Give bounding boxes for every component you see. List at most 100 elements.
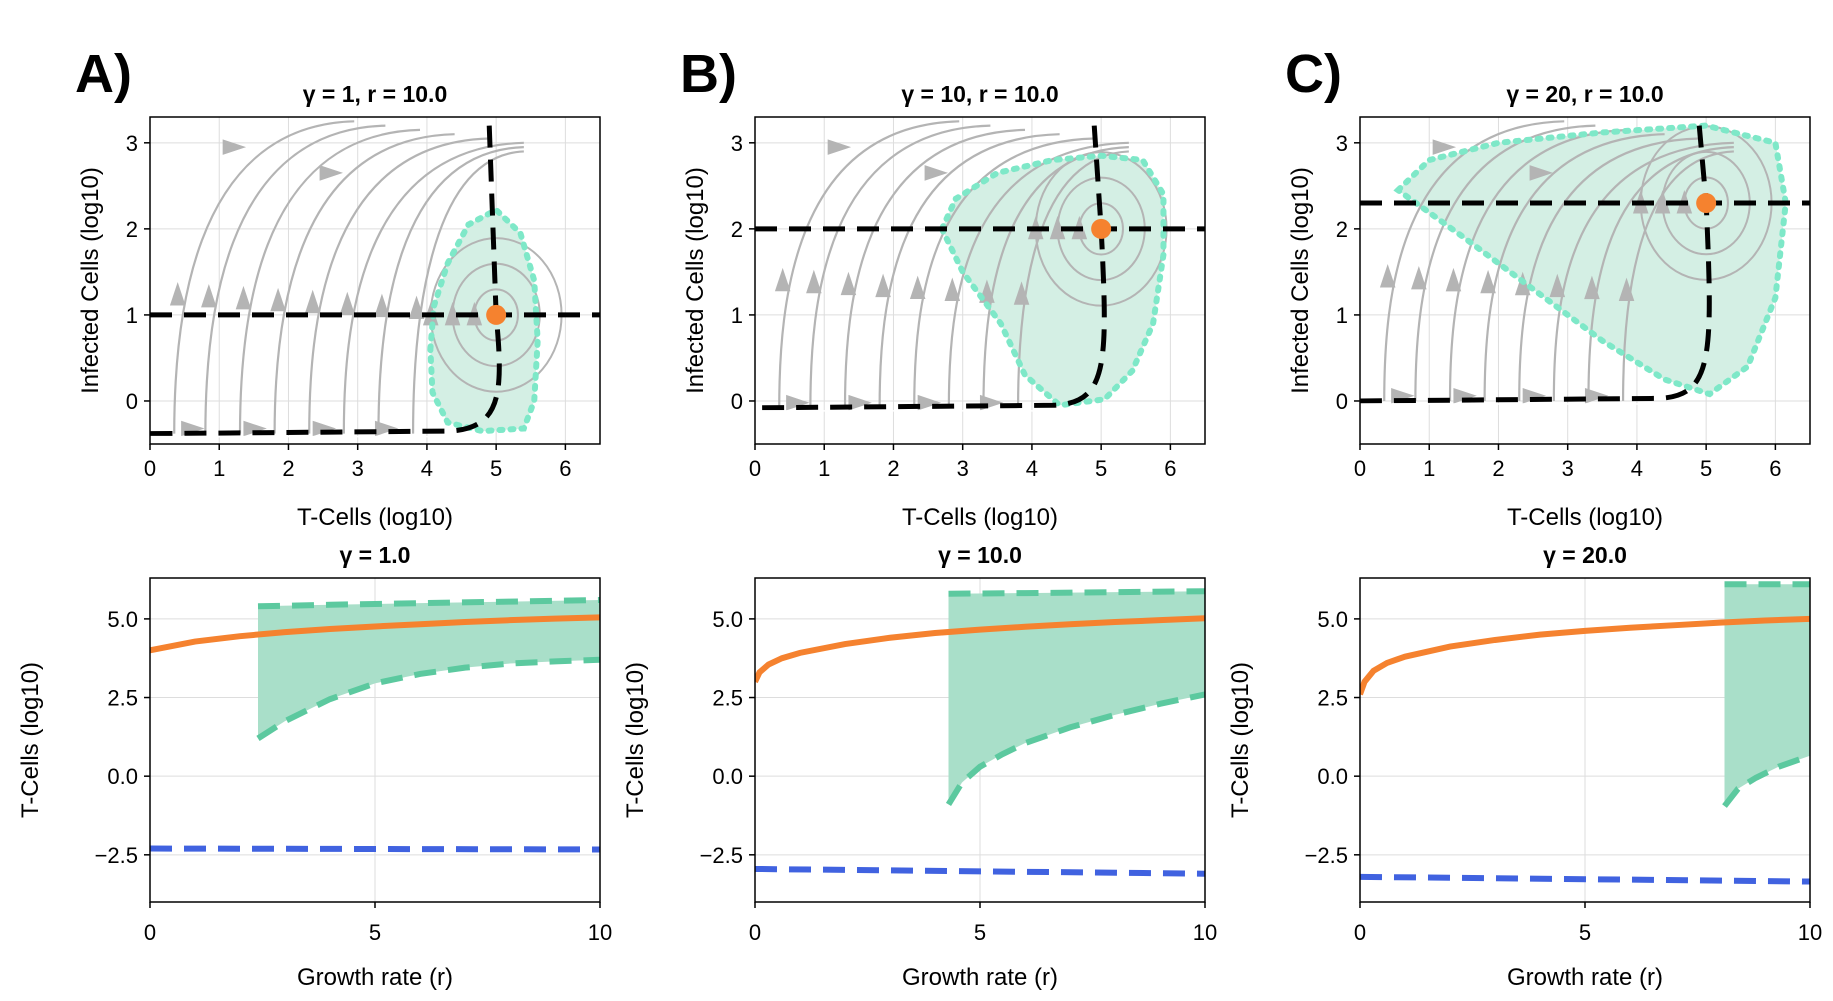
- x-tick-label: 0: [749, 920, 761, 945]
- phase-plot-area: [150, 120, 600, 438]
- stream-arrow: [840, 271, 857, 296]
- streamline: [1448, 128, 1631, 401]
- streamline: [1483, 133, 1665, 401]
- stream-arrow: [444, 301, 461, 326]
- y-axis-label: T-Cells (log10): [1227, 662, 1254, 818]
- stream-arrow: [319, 165, 343, 181]
- y-axis-label: Infected Cells (log10): [1287, 167, 1314, 394]
- band-upper-edge: [257, 597, 600, 610]
- y-tick-label: 3: [731, 131, 743, 156]
- x-tick-label: 4: [421, 456, 433, 481]
- stream-arrow: [1529, 165, 1553, 181]
- x-tick-label: 1: [818, 456, 830, 481]
- x-tick-label: 3: [1562, 456, 1574, 481]
- phase-panel-0: A) γ = 1, r = 10.0 0 1 2 3 4 5 6 0 1 2 3 T-Cells (log…: [75, 44, 601, 531]
- y-tick-label: 0.0: [712, 764, 743, 789]
- y-tick-label: 1: [126, 303, 138, 328]
- x-axis-label: T-Cells (log10): [902, 504, 1058, 531]
- stream-arrow: [270, 287, 286, 312]
- x-tick-label: 1: [1423, 456, 1435, 481]
- stream-arrow: [944, 277, 961, 301]
- y-tick-label: 0: [1336, 389, 1348, 414]
- y-axis-label: T-Cells (log10): [622, 662, 649, 818]
- streamline: [238, 128, 421, 434]
- y-tick-label: 0: [126, 389, 138, 414]
- plot-frame: [754, 116, 1206, 445]
- bifurcation-panel-1: γ = 10.0 0 5 10 5.0 2.5 0.0 −2.5 Growth rate (r)…: [622, 542, 1217, 991]
- streamline: [1518, 137, 1700, 401]
- band-lower-edge: [945, 691, 1205, 807]
- y-tick-label: 1: [1336, 303, 1348, 328]
- x-tick-label: 1: [213, 456, 225, 481]
- band-lower-edge: [256, 656, 600, 741]
- equilibrium-point: [1696, 193, 1717, 214]
- x-tick-label: 5: [1700, 456, 1712, 481]
- x-tick-label: 10: [1798, 920, 1822, 945]
- x-tick-label: 2: [282, 456, 294, 481]
- y-tick-label: 3: [1336, 131, 1348, 156]
- y-tick-label: 5.0: [107, 607, 138, 632]
- stream-arrow: [786, 394, 810, 411]
- x-axis-label: T-Cells (log10): [1507, 504, 1663, 531]
- x-tick-label: 3: [957, 456, 969, 481]
- y-tick-label: 2.5: [712, 686, 743, 711]
- nullcline-curved: [1360, 125, 1712, 404]
- stream-arrow: [806, 269, 822, 294]
- nullcline-curved: [150, 125, 502, 437]
- phase-title: γ = 20, r = 10.0: [1506, 81, 1663, 107]
- stream-arrow: [243, 420, 267, 437]
- equilibrium-line: [755, 615, 1205, 684]
- x-tick-label: 0: [144, 456, 156, 481]
- y-tick-label: 2: [1336, 217, 1348, 242]
- streamline: [308, 137, 490, 434]
- x-tick-label: 4: [1631, 456, 1643, 481]
- x-tick-label: 0: [144, 920, 156, 945]
- stream-arrow: [909, 275, 926, 300]
- streamline: [204, 124, 386, 434]
- x-axis-label: Growth rate (r): [1507, 964, 1663, 991]
- plot-frame: [149, 116, 601, 445]
- streamline: [1414, 124, 1596, 401]
- stream-arrow: [201, 283, 217, 308]
- equilibrium-line: [150, 614, 600, 654]
- stream-arrow: [774, 267, 791, 292]
- x-tick-label: 5: [369, 920, 381, 945]
- bifurcation-title: γ = 20.0: [1543, 542, 1627, 568]
- streamline: [947, 141, 1129, 408]
- phase-plot-area: [755, 120, 1205, 412]
- equilibrium-point: [486, 304, 507, 325]
- phase-panel-1: B) γ = 10, r = 10.0 0 1 2 3 4 5 6 0 1 2 3 T-Cells (lo…: [680, 44, 1206, 531]
- basin-border: [1393, 122, 1789, 398]
- bifurcation-plot-area: [755, 588, 1205, 877]
- stream-arrow: [1432, 139, 1457, 155]
- basin-border: [427, 206, 541, 435]
- y-tick-label: −2.5: [1305, 843, 1348, 868]
- x-tick-label: 10: [588, 920, 612, 945]
- x-tick-label: 2: [887, 456, 899, 481]
- y-tick-label: 0.0: [1317, 764, 1348, 789]
- y-axis-label: Infected Cells (log10): [77, 167, 104, 394]
- stream-arrow: [848, 394, 872, 411]
- phase-title: γ = 1, r = 10.0: [303, 81, 448, 107]
- stream-arrow: [1584, 388, 1609, 404]
- lower-equilibrium-line: [1360, 873, 1810, 885]
- streamline: [843, 128, 1026, 408]
- streamline: [173, 120, 355, 434]
- stability-band: [948, 591, 1205, 805]
- streamline: [342, 141, 524, 434]
- y-tick-label: −2.5: [700, 843, 743, 868]
- x-tick-label: 5: [974, 920, 986, 945]
- stream-arrow: [374, 293, 390, 318]
- stream-arrow: [408, 295, 425, 320]
- panel-letter: B): [680, 44, 737, 104]
- stream-arrow: [304, 289, 321, 314]
- y-tick-label: 2: [731, 217, 743, 242]
- stream-arrow: [1480, 269, 1496, 294]
- streamline: [1552, 141, 1734, 401]
- x-tick-label: 5: [1579, 920, 1591, 945]
- bifurcation-plot-area: [150, 597, 600, 853]
- x-tick-label: 6: [1769, 456, 1781, 481]
- stream-arrow: [1379, 264, 1396, 288]
- basin-border: [938, 152, 1167, 409]
- stream-arrow: [875, 273, 891, 298]
